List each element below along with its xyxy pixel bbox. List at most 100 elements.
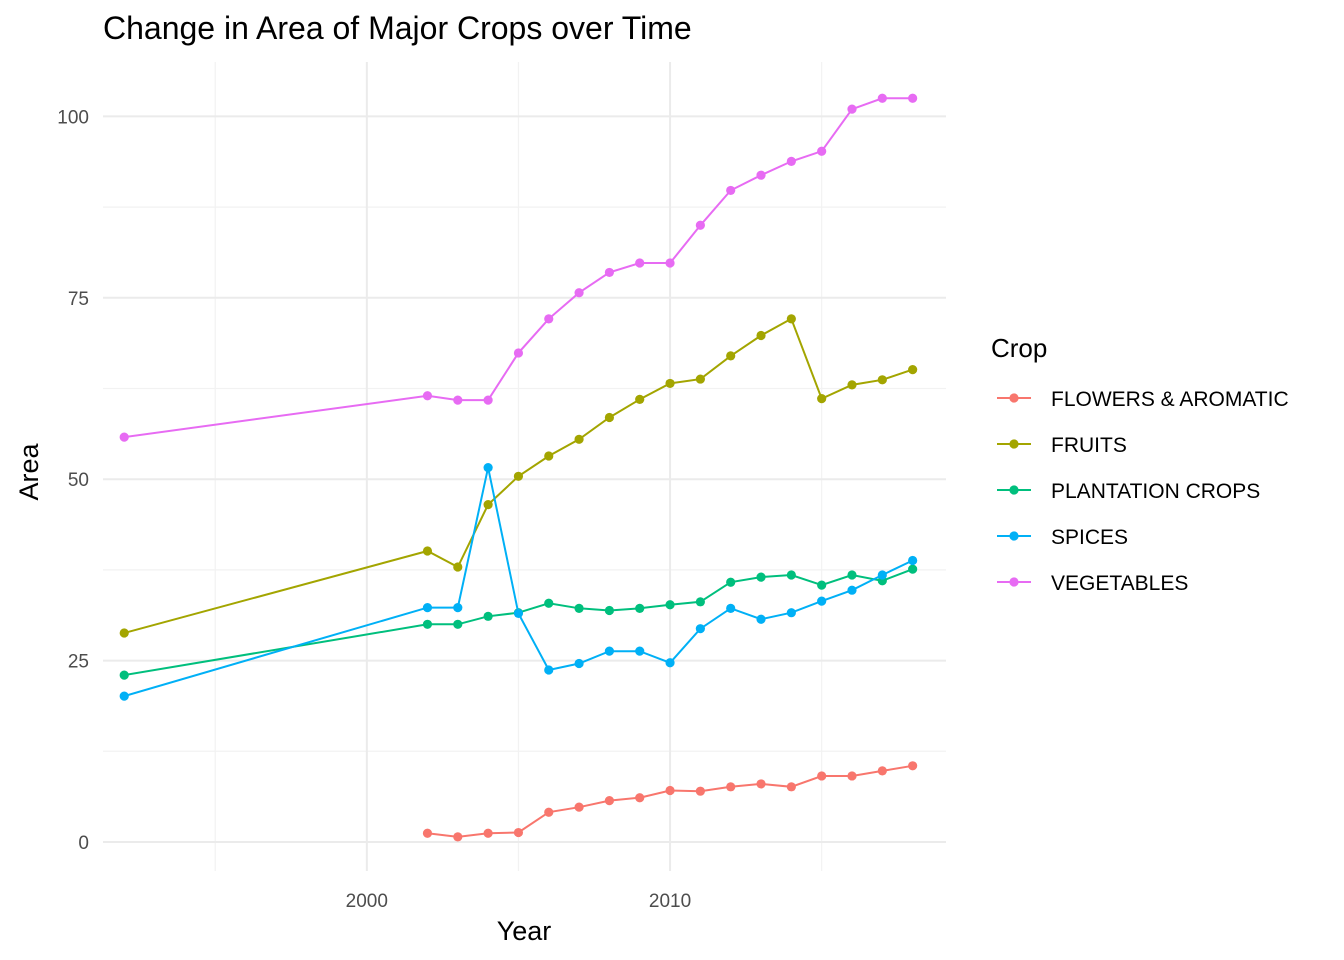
data-point <box>726 782 736 792</box>
data-point <box>877 766 887 776</box>
data-point <box>786 570 796 580</box>
data-point <box>908 555 918 566</box>
y-tick-label: 0 <box>78 833 89 854</box>
data-point <box>119 628 129 638</box>
y-tick-label: 100 <box>57 107 89 128</box>
data-point <box>726 351 736 361</box>
data-point <box>908 761 918 771</box>
y-tick-label: 25 <box>68 652 89 673</box>
series <box>119 564 918 680</box>
x-axis-title: Year <box>497 916 552 946</box>
data-point <box>635 793 645 803</box>
data-point <box>695 597 705 607</box>
data-point <box>635 258 645 268</box>
data-point <box>756 170 766 180</box>
legend-item: PLANTATION CROPS <box>997 480 1260 503</box>
legend-item: VEGETABLES <box>997 572 1188 595</box>
data-point <box>665 785 675 796</box>
data-point <box>786 314 796 324</box>
data-point <box>877 375 887 385</box>
legend-item: SPICES <box>997 526 1128 549</box>
data-point <box>574 603 584 613</box>
data-point <box>574 434 584 444</box>
data-point <box>483 828 493 838</box>
data-point <box>726 603 736 613</box>
data-point <box>908 365 918 375</box>
grid-minor <box>103 62 946 871</box>
data-point <box>453 832 463 842</box>
legend-key-point <box>1009 393 1019 403</box>
data-point <box>847 104 857 114</box>
y-tick-label: 75 <box>68 289 89 310</box>
data-point <box>908 564 918 574</box>
data-point <box>817 771 827 781</box>
data-point <box>786 608 796 618</box>
data-point <box>604 796 615 806</box>
data-point <box>847 380 857 390</box>
data-point <box>665 258 675 268</box>
legend-label: SPICES <box>1051 526 1128 549</box>
data-point <box>544 807 554 817</box>
data-point <box>422 828 433 838</box>
legend-key-point <box>1009 439 1019 449</box>
series-line <box>123 467 914 698</box>
data-point <box>877 570 887 580</box>
data-point <box>422 603 433 613</box>
chart-title: Change in Area of Major Crops over Time <box>103 10 692 46</box>
data-point <box>726 185 736 196</box>
legend: Crop FLOWERS & AROMATIC FRUITS PLANTATION … <box>991 333 1289 595</box>
legend-label: FRUITS <box>1051 434 1127 457</box>
data-point <box>695 786 705 796</box>
y-axis-title: Area <box>14 443 44 501</box>
data-point <box>544 598 554 608</box>
data-point <box>453 562 463 572</box>
data-point <box>726 577 736 587</box>
legend-item: FLOWERS & AROMATIC <box>997 388 1289 411</box>
data-point <box>483 611 493 621</box>
data-point <box>604 412 615 423</box>
legend-key-point <box>1009 577 1019 587</box>
data-point <box>574 288 584 298</box>
data-point <box>604 646 615 656</box>
data-point <box>817 580 827 590</box>
x-tick-label: 2000 <box>346 891 388 912</box>
data-point <box>483 462 493 473</box>
data-point <box>756 572 766 582</box>
data-point <box>847 771 857 781</box>
data-point <box>695 220 705 230</box>
data-point <box>422 546 433 556</box>
data-point <box>119 670 129 680</box>
data-point <box>513 827 524 838</box>
data-point <box>422 391 433 401</box>
series <box>422 761 918 842</box>
data-point <box>513 348 524 358</box>
y-tick-label: 50 <box>68 470 89 491</box>
legend-title: Crop <box>991 333 1047 363</box>
series <box>119 93 918 442</box>
data-point <box>604 605 615 616</box>
data-point <box>574 658 584 669</box>
data-point <box>695 624 705 634</box>
series-line <box>123 317 913 634</box>
data-point <box>604 267 615 278</box>
data-point <box>695 374 705 384</box>
data-point <box>513 471 524 481</box>
data-point <box>635 394 645 404</box>
x-tick-label: 2010 <box>649 891 691 912</box>
legend-items: FLOWERS & AROMATIC FRUITS PLANTATION CROPS… <box>997 388 1289 595</box>
legend-key-point <box>1009 485 1019 495</box>
tick-labels: 2000 2010 0 25 50 75 100 <box>57 107 691 912</box>
data-point <box>635 603 645 613</box>
data-point <box>422 619 433 629</box>
data-point <box>483 395 493 405</box>
data-point <box>574 802 584 812</box>
legend-item: FRUITS <box>997 434 1127 457</box>
data-point <box>756 330 766 341</box>
data-point <box>453 619 463 629</box>
data-point <box>544 665 554 675</box>
data-point <box>817 146 827 156</box>
data-point <box>453 603 463 613</box>
data-point <box>877 93 887 103</box>
data-point <box>453 395 463 405</box>
